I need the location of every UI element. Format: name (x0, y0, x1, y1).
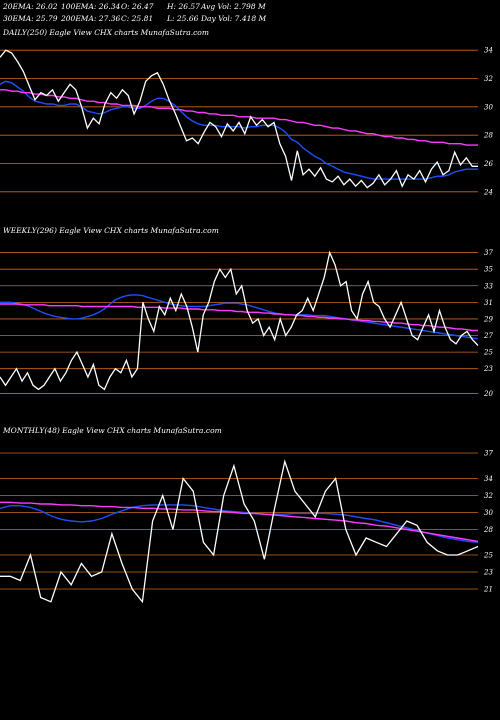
ema-line (0, 504, 479, 543)
y-tick-label: 23 (483, 365, 493, 373)
ema-line (0, 89, 478, 146)
ema-line (0, 294, 479, 340)
y-tick-label: 37 (484, 450, 493, 458)
y-tick-label: 30 (484, 103, 493, 111)
y-tick-label: 37 (484, 249, 493, 257)
y-tick-label: 35 (484, 266, 493, 274)
daily-panel-title: DAILY(250) Eagle View CHX charts MunafaS… (3, 28, 209, 37)
ema-line (0, 501, 479, 543)
y-tick-label: 25 (483, 552, 493, 560)
weekly-chart: 37 35 33 31 29 27 25 23 20 (0, 249, 493, 398)
high-value: H: 26.57 (167, 2, 200, 11)
y-tick-label: 20 (483, 390, 493, 398)
y-tick-label: 33 (484, 282, 493, 290)
price-line (0, 459, 479, 604)
close-value: C: 25.81 (121, 14, 154, 23)
y-tick-label: 30 (484, 509, 493, 517)
y-tick-label: 31 (484, 299, 493, 307)
monthly-panel-title: MONTHLY(48) Eagle View CHX charts Munafa… (3, 426, 222, 435)
daily-chart: 24 26 28 30 32 34 (0, 47, 493, 196)
price-line (0, 49, 478, 189)
y-tick-label: 34 (484, 47, 493, 55)
y-tick-label: 29 (483, 315, 493, 323)
weekly-panel-title: WEEKLY(296) Eagle View CHX charts Munafa… (3, 226, 219, 235)
low-value: L: 25.66 (167, 14, 199, 23)
y-tick-label: 25 (483, 349, 493, 357)
ema-line (0, 80, 478, 180)
y-tick-label: 32 (484, 492, 493, 500)
y-tick-label: 32 (484, 75, 493, 83)
ema-line (0, 303, 478, 332)
y-tick-label: 27 (483, 332, 493, 340)
y-tick-label: 34 (484, 475, 493, 483)
day-vol-value: Day Vol: 7.418 M (201, 14, 267, 23)
price-line (0, 250, 479, 391)
open-value: O: 26.47 (121, 2, 154, 11)
ema20-value: 20EMA: 26.02 (3, 2, 58, 11)
avg-vol-value: Avg Vol: 2.798 M (201, 2, 266, 11)
y-tick-label: 23 (483, 569, 493, 577)
y-tick-label: 28 (483, 132, 493, 140)
ema30-value: 30EMA: 25.79 (3, 14, 58, 23)
ema200-value: 200EMA: 27.36 (61, 14, 121, 23)
monthly-chart: 37 34 32 30 28 25 23 21 (0, 450, 493, 604)
y-tick-label: 26 (483, 160, 493, 168)
y-tick-label: 21 (483, 586, 493, 594)
y-tick-label: 24 (483, 188, 493, 196)
y-tick-label: 28 (483, 526, 493, 534)
ema100-value: 100EMA: 26.34 (61, 2, 121, 11)
